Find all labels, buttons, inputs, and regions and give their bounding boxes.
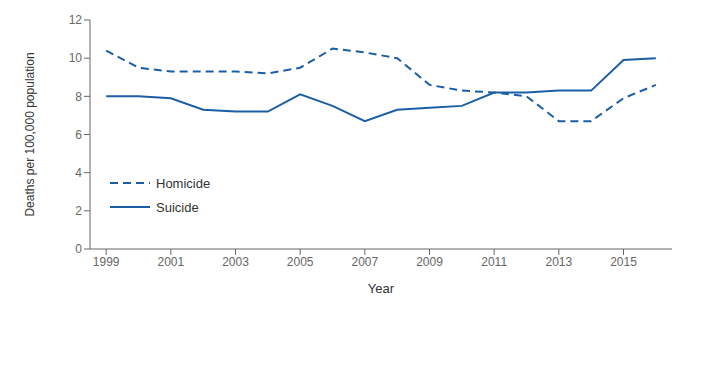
svg-text:12: 12 <box>69 13 83 27</box>
svg-text:2001: 2001 <box>157 255 184 269</box>
svg-text:2015: 2015 <box>610 255 637 269</box>
svg-text:2007: 2007 <box>351 255 378 269</box>
svg-text:4: 4 <box>75 166 82 180</box>
html-text:Homicide: Homicide <box>156 175 211 191</box>
svg-text:2003: 2003 <box>222 255 249 269</box>
svg-text:6: 6 <box>75 128 82 142</box>
svg-text:2009: 2009 <box>416 255 443 269</box>
svg-text:2: 2 <box>75 204 82 218</box>
svg-text:1999: 1999 <box>93 255 120 269</box>
html-text:Suicide: Suicide <box>156 199 199 215</box>
svg-text:Year: Year <box>368 281 395 296</box>
svg-text:8: 8 <box>75 90 82 104</box>
svg-text:2005: 2005 <box>287 255 314 269</box>
svg-text:2011: 2011 <box>481 255 507 269</box>
svg-text:10: 10 <box>69 51 83 65</box>
svg-text:0: 0 <box>75 242 82 256</box>
svg-text:Deaths per 100,000 population: Deaths per 100,000 population <box>23 52 37 216</box>
svg-text:2013: 2013 <box>545 255 572 269</box>
